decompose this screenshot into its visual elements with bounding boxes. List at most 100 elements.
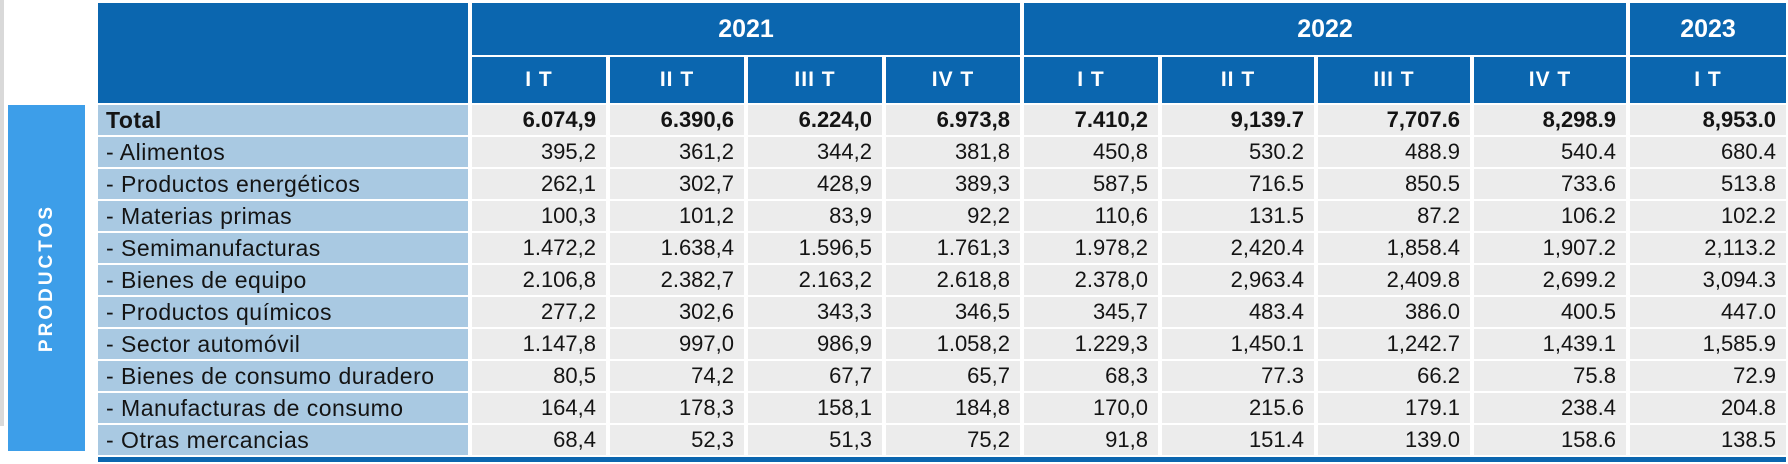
year-header-2023: 2023: [1630, 3, 1786, 55]
value-cell: 215.6: [1162, 393, 1314, 423]
value-cell: 2,409.8: [1318, 265, 1470, 295]
value-cell: 158,1: [748, 393, 882, 423]
value-cell: 2.618,8: [886, 265, 1020, 295]
value-cell: 302,6: [610, 297, 744, 327]
value-cell: 100,3: [472, 201, 606, 231]
row-label: - Materias primas: [98, 201, 468, 231]
value-cell: 483.4: [1162, 297, 1314, 327]
row-label: - Otras mercancias: [98, 425, 468, 455]
row-label: Total: [98, 105, 468, 135]
value-cell: 68,4: [472, 425, 606, 455]
value-cell: 513.8: [1630, 169, 1786, 199]
quarter-header: II T: [610, 57, 744, 103]
window-edge-rule: [0, 0, 4, 426]
value-cell: 1,242.7: [1318, 329, 1470, 359]
value-cell: 68,3: [1024, 361, 1158, 391]
value-cell: 179.1: [1318, 393, 1470, 423]
value-cell: 102.2: [1630, 201, 1786, 231]
row-label: - Bienes de consumo duradero: [98, 361, 468, 391]
value-cell: 428,9: [748, 169, 882, 199]
value-cell: 138.5: [1630, 425, 1786, 455]
value-cell: 1.596,5: [748, 233, 882, 263]
value-cell: 75,2: [886, 425, 1020, 455]
value-cell: 345,7: [1024, 297, 1158, 327]
value-cell: 1,585.9: [1630, 329, 1786, 359]
value-cell: 3,094.3: [1630, 265, 1786, 295]
value-cell: 2.378,0: [1024, 265, 1158, 295]
value-cell: 6.224,0: [748, 105, 882, 135]
value-cell: 83,9: [748, 201, 882, 231]
value-cell: 587,5: [1024, 169, 1158, 199]
value-cell: 346,5: [886, 297, 1020, 327]
value-cell: 488.9: [1318, 137, 1470, 167]
value-cell: 1.058,2: [886, 329, 1020, 359]
value-cell: 997,0: [610, 329, 744, 359]
value-cell: 262,1: [472, 169, 606, 199]
value-cell: 9,139.7: [1162, 105, 1314, 135]
value-cell: 447.0: [1630, 297, 1786, 327]
quarter-header: I T: [1024, 57, 1158, 103]
value-cell: 66.2: [1318, 361, 1470, 391]
value-cell: 344,2: [748, 137, 882, 167]
value-cell: 530.2: [1162, 137, 1314, 167]
value-cell: 450,8: [1024, 137, 1158, 167]
value-cell: 389,3: [886, 169, 1020, 199]
quarter-header: IV T: [1474, 57, 1626, 103]
row-label: - Productos energéticos: [98, 169, 468, 199]
value-cell: 75.8: [1474, 361, 1626, 391]
value-cell: 680.4: [1630, 137, 1786, 167]
value-cell: 2.106,8: [472, 265, 606, 295]
value-cell: 850.5: [1318, 169, 1470, 199]
products-table: 2021 2022 2023 I T II T III T IV T I T I…: [98, 3, 1786, 462]
value-cell: 184,8: [886, 393, 1020, 423]
value-cell: 7.410,2: [1024, 105, 1158, 135]
value-cell: 164,4: [472, 393, 606, 423]
value-cell: 101,2: [610, 201, 744, 231]
value-cell: 139.0: [1318, 425, 1470, 455]
value-cell: 2,420.4: [1162, 233, 1314, 263]
value-cell: 2,113.2: [1630, 233, 1786, 263]
row-label: - Manufacturas de consumo: [98, 393, 468, 423]
value-cell: 158.6: [1474, 425, 1626, 455]
value-cell: 170,0: [1024, 393, 1158, 423]
value-cell: 2.163,2: [748, 265, 882, 295]
value-cell: 92,2: [886, 201, 1020, 231]
value-cell: 1.638,4: [610, 233, 744, 263]
row-group-band: PRODUCTOS: [8, 105, 85, 451]
value-cell: 386.0: [1318, 297, 1470, 327]
value-cell: 7,707.6: [1318, 105, 1470, 135]
value-cell: 1.147,8: [472, 329, 606, 359]
value-cell: 65,7: [886, 361, 1020, 391]
value-cell: 110,6: [1024, 201, 1158, 231]
value-cell: 2,963.4: [1162, 265, 1314, 295]
value-cell: 1,450.1: [1162, 329, 1314, 359]
value-cell: 151.4: [1162, 425, 1314, 455]
value-cell: 6.973,8: [886, 105, 1020, 135]
row-label: - Productos químicos: [98, 297, 468, 327]
value-cell: 1,439.1: [1474, 329, 1626, 359]
value-cell: 72.9: [1630, 361, 1786, 391]
row-label: - Bienes de equipo: [98, 265, 468, 295]
quarter-header: III T: [748, 57, 882, 103]
value-cell: 8,298.9: [1474, 105, 1626, 135]
quarter-header: IV T: [886, 57, 1020, 103]
corner-header-cell: [98, 3, 468, 103]
quarter-header: I T: [472, 57, 606, 103]
value-cell: 74,2: [610, 361, 744, 391]
value-cell: 1,907.2: [1474, 233, 1626, 263]
value-cell: 2.382,7: [610, 265, 744, 295]
value-cell: 540.4: [1474, 137, 1626, 167]
year-header-2022: 2022: [1024, 3, 1626, 55]
value-cell: 400.5: [1474, 297, 1626, 327]
quarter-header: III T: [1318, 57, 1470, 103]
value-cell: 716.5: [1162, 169, 1314, 199]
value-cell: 733.6: [1474, 169, 1626, 199]
year-header-2021: 2021: [472, 3, 1020, 55]
value-cell: 77.3: [1162, 361, 1314, 391]
value-cell: 52,3: [610, 425, 744, 455]
value-cell: 1,858.4: [1318, 233, 1470, 263]
value-cell: 131.5: [1162, 201, 1314, 231]
value-cell: 1.229,3: [1024, 329, 1158, 359]
value-cell: 381,8: [886, 137, 1020, 167]
